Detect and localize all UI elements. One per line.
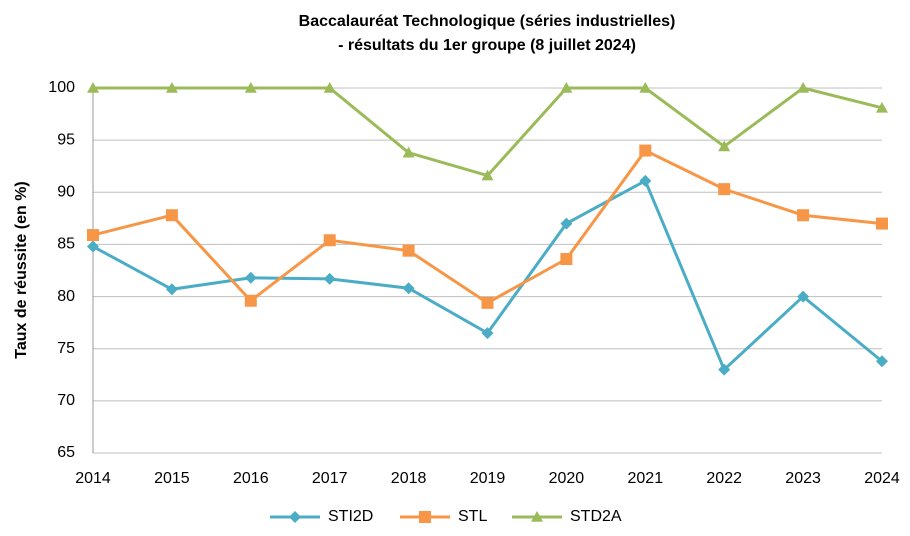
x-tick-label: 2017 — [312, 470, 348, 487]
marker — [165, 209, 178, 222]
x-tick-label: 2024 — [864, 470, 900, 487]
marker — [718, 183, 731, 196]
marker — [718, 140, 731, 152]
y-tick-label: 80 — [57, 288, 75, 305]
marker — [560, 82, 573, 93]
y-tick-label: 95 — [57, 131, 75, 148]
marker — [797, 290, 810, 303]
marker — [165, 283, 178, 296]
marker — [797, 209, 810, 222]
x-tick-label: 2019 — [470, 470, 506, 487]
marker — [323, 82, 336, 93]
marker — [289, 511, 301, 523]
marker — [876, 217, 888, 230]
x-tick-label: 2014 — [75, 470, 111, 487]
y-tick-label: 90 — [57, 184, 75, 201]
marker — [87, 82, 99, 93]
marker — [402, 244, 415, 257]
series-line — [92, 178, 883, 373]
y-tick-label: 65 — [57, 444, 75, 461]
legend-label: STI2D — [328, 508, 373, 525]
series-line — [93, 86, 883, 178]
marker — [244, 294, 257, 307]
marker — [402, 146, 415, 158]
marker — [639, 144, 652, 157]
marker — [481, 296, 494, 309]
x-tick-label: 2021 — [628, 470, 664, 487]
marker — [244, 271, 257, 284]
marker — [87, 240, 99, 253]
marker — [639, 82, 652, 93]
marker — [87, 229, 99, 242]
marker — [244, 82, 257, 93]
legend-item: STI2D — [270, 508, 373, 525]
x-tick-label: 2015 — [154, 470, 190, 487]
marker — [718, 363, 731, 376]
marker — [419, 511, 431, 523]
y-tick-label: 70 — [57, 392, 75, 409]
y-tick-label: 100 — [48, 79, 75, 96]
y-tick-label: 75 — [57, 340, 75, 357]
marker — [560, 217, 573, 230]
marker — [402, 282, 415, 295]
x-tick-label: 2023 — [785, 470, 821, 487]
marker — [481, 169, 494, 181]
marker — [165, 82, 178, 93]
marker — [323, 234, 336, 247]
x-tick-label: 2020 — [549, 470, 585, 487]
x-tick-label: 2016 — [233, 470, 269, 487]
y-tick-label: 85 — [57, 236, 75, 253]
marker — [639, 174, 652, 187]
marker — [876, 355, 888, 368]
marker — [323, 272, 336, 285]
chart-title: Baccalauréat Technologique (séries indus… — [299, 13, 676, 30]
legend-item: STD2A — [512, 508, 622, 525]
marker — [481, 327, 494, 340]
chart-title: - résultats du 1er groupe (8 juillet 202… — [338, 37, 636, 54]
y-axis-label: Taux de réussite (en %) — [13, 181, 30, 359]
legend-item: STL — [400, 508, 487, 525]
x-tick-label: 2022 — [706, 470, 742, 487]
legend-label: STD2A — [570, 508, 622, 525]
marker — [531, 511, 543, 522]
marker — [560, 253, 573, 266]
marker — [797, 82, 810, 93]
legend-label: STL — [458, 508, 487, 525]
marker — [876, 101, 888, 113]
x-tick-label: 2018 — [391, 470, 427, 487]
